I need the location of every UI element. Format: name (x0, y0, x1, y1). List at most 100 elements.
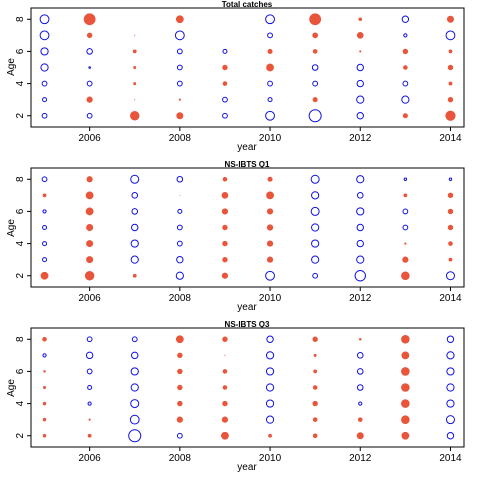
plot-frame (30, 327, 465, 448)
residual-bubble (86, 112, 93, 119)
residual-bubble (131, 208, 139, 215)
y-tick-label: 4 (15, 240, 26, 246)
residual-bubble (43, 370, 46, 373)
residual-bubble (267, 97, 273, 103)
residual-bubble (354, 270, 366, 282)
residual-bubble (40, 63, 49, 72)
residual-bubble (356, 368, 364, 375)
residual-bubble (356, 255, 365, 264)
residual-bubble (128, 429, 142, 443)
bubbles (40, 174, 455, 282)
residual-bubble (88, 418, 91, 421)
residual-bubble (445, 415, 455, 425)
residual-bubble (41, 80, 48, 87)
panel-title: Total catches (222, 0, 273, 9)
x-tick-label: 2006 (79, 453, 102, 464)
residual-bubble (133, 82, 137, 86)
y-tick-label: 8 (15, 336, 26, 342)
y-tick-label: 2 (15, 113, 26, 119)
residual-bubble (130, 239, 139, 248)
residual-bubble (42, 97, 48, 103)
residual-bubble (310, 206, 320, 216)
residual-bubble (222, 256, 228, 263)
residual-bubble (86, 80, 93, 87)
residual-bubble (401, 351, 410, 360)
x-tick-label: 2012 (349, 293, 372, 304)
residual-bubble (403, 177, 408, 181)
residual-bubble (311, 64, 319, 71)
residual-bubble (175, 335, 184, 344)
y-tick-label: 6 (15, 208, 26, 214)
residual-bubble (86, 48, 93, 55)
residual-bubble (42, 434, 47, 438)
residual-bubble (86, 32, 93, 39)
residual-bubble (266, 224, 274, 231)
residual-bubble (402, 48, 409, 55)
residual-bubble (41, 176, 48, 183)
residual-bubble (176, 175, 184, 183)
panel-ns-ibts-q3: NS-IBTS Q3 year Age 2006 2008 2010 2012 2014… (6, 320, 465, 473)
residual-bubble (356, 384, 364, 391)
residual-bubble (85, 351, 94, 360)
residual-bubble (177, 352, 183, 359)
residual-bubble (266, 208, 274, 215)
residual-bubble (222, 81, 228, 86)
axis-ticks: 2006 2008 2010 2012 2014 2 4 6 8 (15, 16, 462, 144)
residual-bubble (222, 336, 228, 342)
residual-bubble (222, 385, 228, 390)
residual-bubble (177, 208, 183, 214)
residual-bubble (176, 240, 183, 247)
residual-bubble (222, 369, 228, 374)
residual-bubble (445, 110, 456, 121)
residual-bubble (222, 176, 228, 182)
residual-bubble (265, 383, 275, 392)
residual-bubble (267, 32, 273, 39)
residual-bubble (313, 369, 318, 374)
residual-bubble (311, 239, 320, 248)
y-tick-label: 6 (15, 48, 26, 54)
residual-bubble (310, 174, 320, 184)
residual-bubble (401, 271, 410, 281)
residual-bubble (356, 63, 364, 72)
residual-bubble (447, 208, 454, 215)
residual-bubble (403, 193, 408, 198)
residual-bubble (132, 273, 137, 278)
residual-bubble (359, 50, 362, 53)
residual-bubble (221, 191, 229, 199)
residual-bubble (222, 48, 228, 54)
residual-bubble (402, 224, 409, 231)
residual-bubble (312, 385, 318, 390)
residual-bubble (267, 80, 273, 87)
residual-bubble (447, 64, 454, 71)
panel-total-catches: Total catches year Age 2006 2008 2010 2012 2… (6, 0, 465, 153)
residual-bubble (83, 13, 96, 26)
residual-bubble (358, 401, 363, 406)
residual-bubble (446, 432, 455, 440)
residual-bubble (88, 66, 91, 69)
y-tick-label: 6 (15, 368, 26, 374)
y-axis-label: Age (6, 219, 17, 237)
residual-bubble (402, 208, 409, 215)
residual-bubble (176, 48, 183, 55)
residual-bubble (403, 65, 408, 70)
residual-bubble (448, 49, 453, 54)
residual-bubble (176, 432, 183, 439)
residual-bubble (87, 385, 93, 390)
residual-bubble (222, 240, 228, 247)
residual-bubble (131, 336, 138, 343)
residual-bubble (266, 335, 274, 343)
residual-bubble (312, 80, 319, 87)
residual-bubble (178, 98, 181, 101)
residual-bubble (43, 385, 47, 389)
residual-bubble (176, 224, 183, 231)
residual-bubble (42, 225, 48, 230)
residual-bubble (175, 15, 184, 24)
residual-bubble (222, 400, 228, 407)
residual-bubble (312, 336, 318, 342)
x-tick-label: 2008 (169, 293, 192, 304)
residual-bubble (222, 224, 228, 231)
residual-bubble (266, 240, 274, 247)
residual-bubble (356, 175, 365, 184)
x-tick-label: 2006 (79, 293, 102, 304)
residual-bubble (312, 32, 319, 39)
